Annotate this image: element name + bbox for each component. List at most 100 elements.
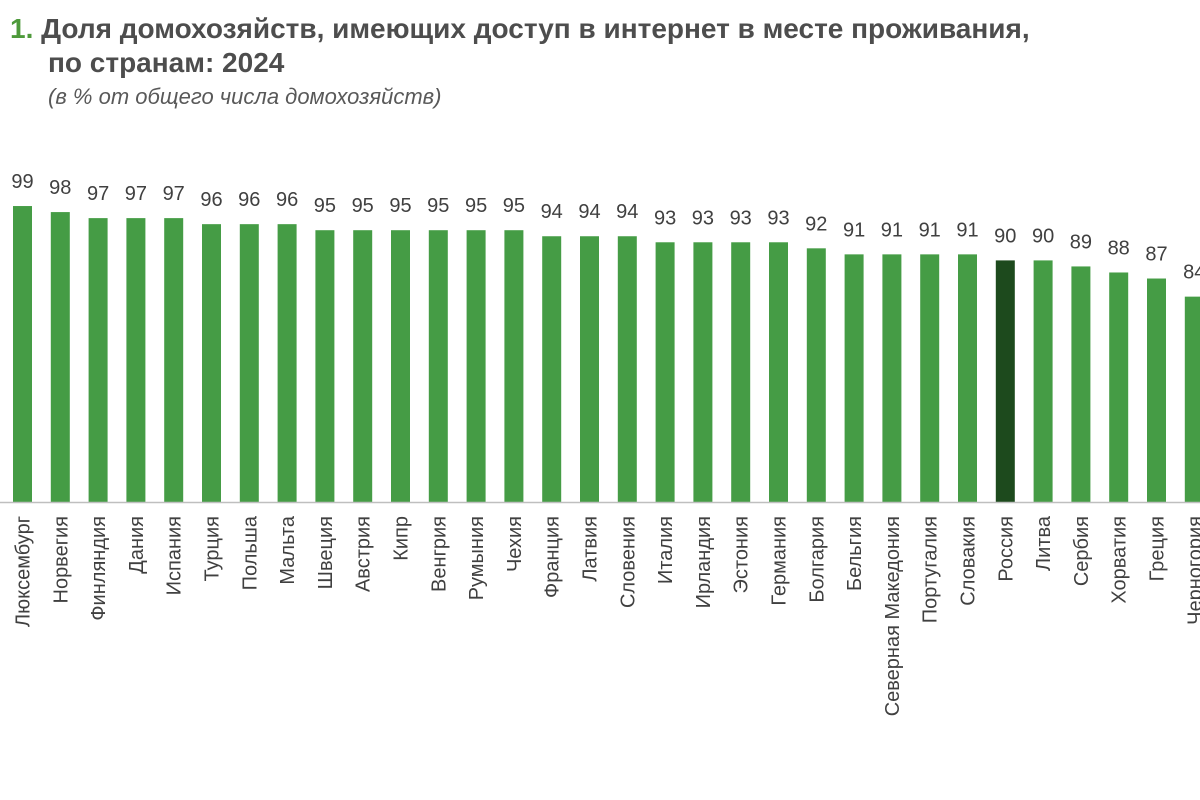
bar-11	[391, 230, 410, 502]
category-label: Бельгия	[844, 516, 866, 591]
bar-24	[882, 254, 902, 502]
chart-title-line-1: 1. Доля домохозяйств, имеющих доступ в и…	[10, 12, 1190, 46]
category-label: Черногория	[1184, 516, 1200, 625]
data-label: 93	[767, 207, 789, 229]
bar-28	[1033, 260, 1053, 502]
bar-20	[731, 242, 751, 502]
data-label: 91	[956, 219, 978, 241]
data-label: 96	[238, 189, 260, 211]
bar-26	[958, 254, 977, 502]
data-label: 92	[805, 213, 827, 235]
category-label: Греция	[1147, 516, 1169, 581]
bar-1	[13, 206, 32, 503]
data-label: 97	[125, 183, 147, 205]
data-label: 89	[1070, 231, 1092, 253]
bar-5	[164, 218, 184, 502]
data-label: 90	[1032, 225, 1054, 247]
bar-12	[428, 230, 448, 502]
category-label: Эстония	[731, 516, 753, 593]
data-label: 91	[919, 219, 941, 241]
chart-number: 1.	[10, 13, 34, 44]
data-label: 95	[427, 195, 449, 217]
data-label: 84	[1183, 262, 1200, 284]
category-label: Португалия	[920, 516, 942, 623]
data-label: 95	[389, 195, 411, 217]
data-label: 95	[314, 195, 336, 217]
bar-29	[1071, 266, 1091, 502]
category-label: Россия	[995, 516, 1017, 582]
category-label: Хорватия	[1109, 516, 1131, 604]
category-label: Северная Македония	[882, 516, 904, 716]
category-label: Италия	[655, 516, 677, 584]
data-label: 95	[352, 195, 374, 217]
category-label: Сербия	[1071, 516, 1093, 586]
category-label: Венгрия	[428, 516, 450, 592]
data-label: 95	[503, 195, 525, 217]
data-label: 98	[49, 177, 71, 199]
category-label: Дания	[126, 516, 148, 574]
category-label: Люксембург	[13, 516, 35, 627]
category-label: Франция	[542, 516, 564, 598]
bar-2	[50, 212, 70, 502]
data-label: 96	[276, 189, 298, 211]
chart-subtitle: (в % от общего числа домохозяйств)	[48, 84, 442, 109]
data-label: 99	[11, 171, 33, 193]
bar-19	[693, 242, 713, 502]
category-label: Словакия	[958, 516, 980, 606]
bar-10	[353, 230, 373, 502]
bar-18	[655, 242, 675, 502]
category-label: Польша	[239, 515, 261, 590]
bar-22	[806, 248, 826, 502]
data-label: 87	[1145, 244, 1167, 266]
data-label: 97	[87, 183, 109, 205]
data-label: 91	[881, 219, 903, 241]
bar-14	[504, 230, 524, 502]
data-label: 90	[994, 225, 1016, 247]
bar-15	[542, 236, 562, 503]
category-label: Германия	[769, 516, 791, 606]
data-label: 91	[843, 219, 865, 241]
category-label: Австрия	[353, 516, 375, 592]
category-label: Кипр	[391, 516, 413, 561]
category-label: Болгария	[806, 516, 828, 603]
bar-21	[769, 242, 788, 502]
category-label: Турция	[202, 516, 224, 581]
data-label: 97	[163, 183, 185, 205]
bar-9	[315, 230, 335, 502]
data-label: 94	[541, 201, 563, 223]
bar-31	[1147, 278, 1166, 502]
bar-23	[844, 254, 864, 502]
data-label: 93	[730, 207, 752, 229]
category-label: Румыния	[466, 516, 488, 600]
chart-title-text: Доля домохозяйств, имеющих доступ в инте…	[41, 13, 1030, 44]
category-label: Литва	[1033, 515, 1055, 571]
bar-30	[1109, 272, 1129, 502]
bar-16	[580, 236, 599, 503]
data-label: 88	[1108, 237, 1130, 259]
bar-4	[126, 218, 146, 502]
category-label: Швеция	[315, 516, 337, 589]
chart-title-line-2: по странам: 2024	[48, 47, 285, 78]
data-label: 95	[465, 195, 487, 217]
bar-27	[995, 260, 1015, 502]
category-label: Латвия	[580, 516, 602, 582]
data-label: 94	[578, 201, 600, 223]
bar-7	[239, 224, 259, 502]
bar-25	[920, 254, 940, 502]
category-label: Испания	[164, 516, 186, 595]
category-label: Мальта	[277, 515, 299, 584]
bar-17	[617, 236, 637, 503]
data-label: 96	[200, 189, 222, 211]
category-label: Финляндия	[88, 516, 110, 621]
bar-13	[466, 230, 486, 502]
category-label: Словения	[617, 516, 639, 608]
bar-32	[1184, 296, 1200, 502]
data-label: 93	[692, 207, 714, 229]
chart-header: 1. Доля домохозяйств, имеющих доступ в и…	[10, 12, 1190, 110]
bar-8	[277, 224, 297, 502]
category-label: Ирландия	[693, 516, 715, 608]
category-label: Чехия	[504, 516, 526, 572]
category-label: Норвегия	[50, 516, 72, 604]
bar-3	[88, 218, 108, 502]
